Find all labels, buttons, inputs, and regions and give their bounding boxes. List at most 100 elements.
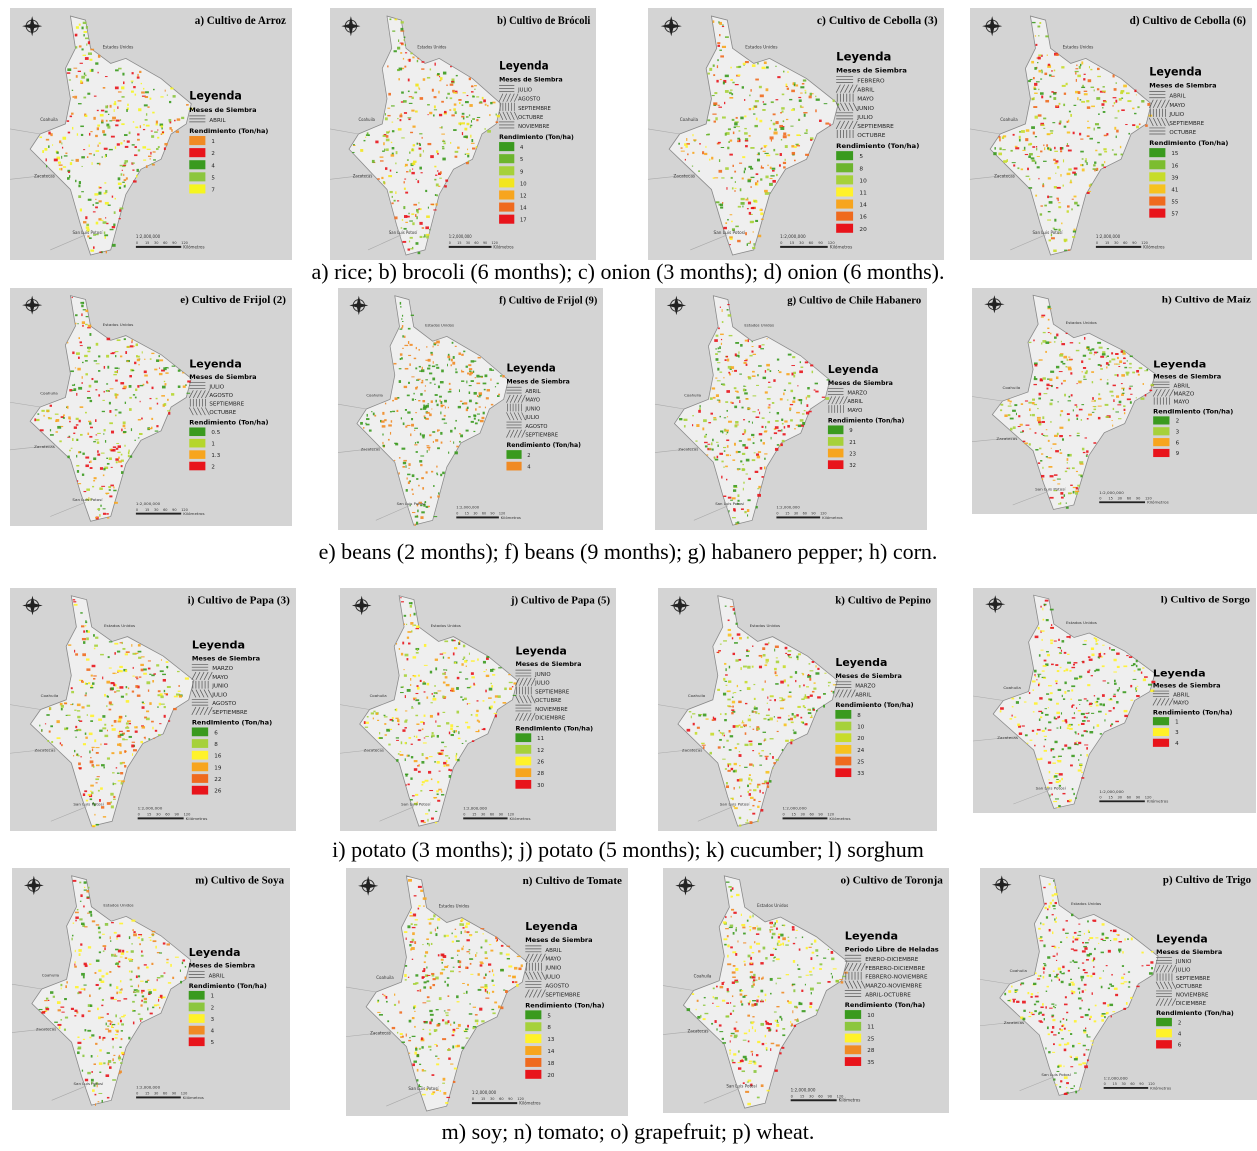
crop-patch	[753, 442, 755, 444]
crop-patch	[71, 160, 73, 161]
crop-patch	[424, 415, 426, 417]
crop-patch	[114, 652, 116, 655]
crop-patch	[422, 753, 424, 756]
crop-patch	[140, 1004, 142, 1006]
crop-patch	[1127, 398, 1131, 400]
crop-patch	[1049, 196, 1052, 197]
crop-patch	[1046, 619, 1049, 621]
crop-patch	[752, 422, 753, 424]
crop-patch	[1128, 133, 1130, 135]
crop-patch	[407, 411, 410, 413]
crop-patch	[426, 346, 427, 348]
crop-patch	[48, 1000, 49, 1001]
crop-patch	[167, 686, 171, 688]
legend-yield: 5	[859, 154, 863, 160]
crop-patch	[88, 794, 91, 796]
crop-patch	[483, 700, 485, 701]
crop-patch	[85, 310, 88, 312]
crop-patch	[115, 351, 119, 352]
crop-patch	[812, 93, 814, 94]
crop-patch	[1098, 406, 1102, 407]
crop-patch	[435, 394, 438, 396]
crop-patch	[419, 460, 422, 462]
crop-patch	[436, 466, 437, 468]
crop-patch	[132, 169, 134, 170]
crop-patch	[123, 165, 126, 166]
crop-patch	[779, 700, 783, 701]
crop-patch	[416, 478, 418, 480]
crop-patch	[87, 327, 91, 328]
crop-patch	[773, 762, 775, 764]
crop-patch	[129, 385, 132, 388]
crop-patch	[725, 768, 727, 770]
crop-patch	[444, 935, 446, 937]
crop-patch	[469, 958, 473, 959]
scale-tick-label: 0	[776, 512, 778, 516]
crop-patch	[85, 733, 87, 735]
crop-patch	[109, 668, 112, 669]
crop-patch	[113, 490, 116, 492]
crop-patch	[757, 374, 758, 376]
crop-patch	[151, 135, 154, 138]
crop-patch	[457, 950, 460, 952]
legend-yield: 2	[211, 1005, 214, 1011]
crop-patch	[772, 402, 774, 404]
legend-month: JULIO	[208, 385, 224, 391]
crop-patch	[1061, 650, 1062, 652]
crop-patch	[1071, 667, 1075, 668]
panel-title: a) Cultivo de Arroz	[195, 15, 286, 27]
crop-patch	[764, 431, 767, 433]
scale-tick-label: 90	[172, 1092, 176, 1096]
crop-patch	[407, 689, 411, 692]
crop-patch	[423, 822, 426, 823]
crop-patch	[763, 103, 766, 105]
crop-patch	[459, 389, 460, 392]
crop-patch	[401, 1042, 404, 1043]
crop-patch	[131, 744, 134, 747]
crop-patch	[84, 355, 88, 357]
crop-patch	[135, 685, 138, 688]
crop-patch	[773, 768, 774, 769]
crop-patch	[82, 166, 83, 167]
legend-yield: 2	[1176, 419, 1180, 425]
crop-patch	[157, 979, 158, 981]
map-label: San Luis Potosí	[72, 230, 103, 235]
crop-patch	[420, 408, 422, 410]
crop-patch	[384, 723, 386, 725]
crop-patch	[435, 1056, 437, 1057]
crop-patch	[92, 749, 93, 752]
crop-patch	[1091, 675, 1093, 676]
crop-patch	[423, 78, 425, 81]
crop-patch	[448, 769, 450, 771]
crop-patch	[1039, 719, 1041, 721]
crop-patch	[401, 601, 404, 602]
crop-patch	[806, 397, 807, 400]
map-label: Estados Unidos	[103, 322, 134, 327]
crop-patch	[761, 426, 763, 428]
crop-patch	[733, 132, 734, 135]
scale-tick-label: 60	[165, 813, 170, 817]
crop-patch	[1089, 352, 1092, 354]
crop-patch	[1008, 414, 1011, 416]
crop-patch	[1072, 788, 1074, 790]
crop-patch	[84, 887, 85, 888]
crop-patch	[1072, 236, 1075, 238]
crop-patch	[759, 755, 762, 756]
crop-patch	[168, 367, 169, 368]
crop-patch	[109, 149, 113, 150]
map-label: 1:2,000,000	[776, 505, 800, 510]
crop-patch	[182, 962, 183, 964]
crop-patch	[795, 144, 798, 145]
crop-patch	[396, 740, 399, 741]
crop-patch	[1078, 381, 1081, 383]
crop-patch	[758, 713, 760, 714]
crop-patch	[739, 817, 741, 819]
crop-patch	[115, 1014, 117, 1017]
crop-patch	[112, 226, 115, 228]
crop-patch	[75, 986, 79, 988]
crop-patch	[99, 730, 102, 732]
crop-patch	[739, 779, 742, 782]
legend-yield: 5	[211, 175, 215, 181]
crop-patch	[417, 649, 418, 651]
crop-patch	[392, 196, 393, 198]
